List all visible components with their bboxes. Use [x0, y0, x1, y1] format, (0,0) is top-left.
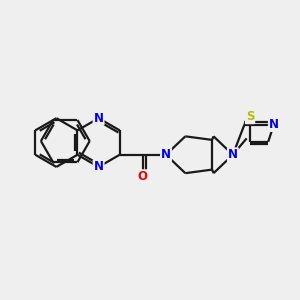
Text: N: N: [94, 112, 103, 125]
Text: N: N: [161, 148, 171, 161]
Text: N: N: [269, 118, 279, 131]
Text: O: O: [138, 170, 148, 183]
Text: N: N: [94, 160, 103, 173]
Text: N: N: [228, 148, 238, 161]
Text: S: S: [246, 110, 254, 123]
